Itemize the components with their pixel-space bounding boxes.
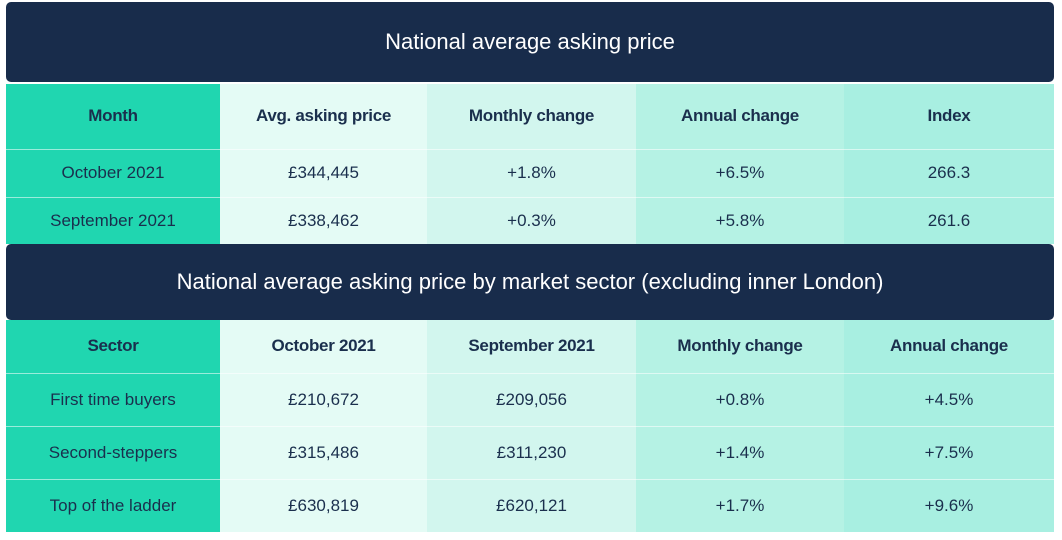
table-row: September 2021 £338,462 +0.3% +5.8% 261.… (6, 196, 1054, 244)
september-price-cell: £209,056 (427, 372, 636, 426)
monthly-change-cell: +0.3% (427, 196, 636, 244)
september-price-cell: £311,230 (427, 425, 636, 479)
table2-header-row: Sector October 2021 September 2021 Month… (6, 320, 1054, 373)
month-cell: October 2021 (6, 148, 220, 197)
september-price-cell: £620,121 (427, 478, 636, 532)
october-price-cell: £315,486 (220, 425, 427, 479)
table1-header-avg-price: Avg. asking price (220, 84, 427, 149)
table2-header-sector: Sector (6, 320, 220, 373)
table-row: Second-steppers £315,486 £311,230 +1.4% … (6, 425, 1054, 479)
table1-header-row: Month Avg. asking price Monthly change A… (6, 84, 1054, 149)
annual-change-cell: +9.6% (844, 478, 1054, 532)
monthly-change-cell: +0.8% (636, 372, 844, 426)
monthly-change-cell: +1.7% (636, 478, 844, 532)
table1-header-month: Month (6, 84, 220, 149)
sector-cell: First time buyers (6, 372, 220, 426)
annual-change-cell: +4.5% (844, 372, 1054, 426)
table2-header-monthly-change: Monthly change (636, 320, 844, 373)
table-row: Top of the ladder £630,819 £620,121 +1.7… (6, 478, 1054, 532)
monthly-change-cell: +1.8% (427, 148, 636, 197)
table1-title: National average asking price (385, 29, 675, 54)
month-cell: September 2021 (6, 196, 220, 244)
avg-price-cell: £344,445 (220, 148, 427, 197)
index-cell: 261.6 (844, 196, 1054, 244)
table1-header-index: Index (844, 84, 1054, 149)
table2-title: National average asking price by market … (176, 269, 884, 294)
sector-cell: Second-steppers (6, 425, 220, 479)
table1-header-monthly-change: Monthly change (427, 84, 636, 149)
october-price-cell: £630,819 (220, 478, 427, 532)
annual-change-cell: +6.5% (636, 148, 844, 197)
asking-price-table: Month Avg. asking price Monthly change A… (6, 84, 1054, 244)
annual-change-cell: +7.5% (844, 425, 1054, 479)
monthly-change-cell: +1.4% (636, 425, 844, 479)
table2-title-banner: National average asking price by market … (6, 244, 1054, 320)
table2-header-september-2021: September 2021 (427, 320, 636, 373)
market-sector-table: Sector October 2021 September 2021 Month… (6, 320, 1054, 532)
table-row: October 2021 £344,445 +1.8% +6.5% 266.3 (6, 148, 1054, 197)
table1-header-annual-change: Annual change (636, 84, 844, 149)
table1-title-banner: National average asking price (6, 2, 1054, 82)
table2-header-october-2021: October 2021 (220, 320, 427, 373)
sector-cell: Top of the ladder (6, 478, 220, 532)
avg-price-cell: £338,462 (220, 196, 427, 244)
annual-change-cell: +5.8% (636, 196, 844, 244)
table-row: First time buyers £210,672 £209,056 +0.8… (6, 372, 1054, 426)
table2-header-annual-change: Annual change (844, 320, 1054, 373)
october-price-cell: £210,672 (220, 372, 427, 426)
index-cell: 266.3 (844, 148, 1054, 197)
